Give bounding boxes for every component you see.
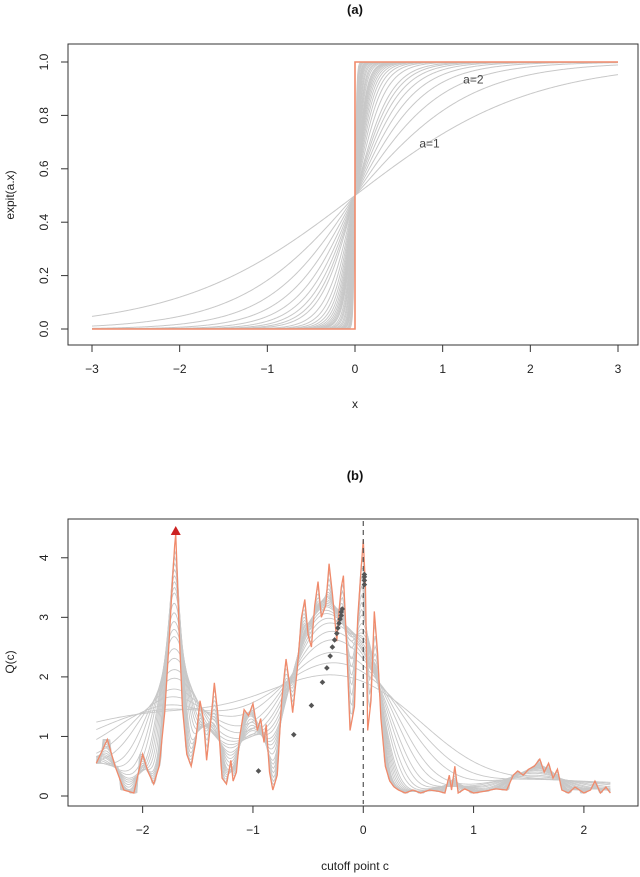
optimum-point bbox=[329, 644, 336, 650]
panel-a: (a) −3 −2 −1 0 1 2 3 0.0 0.2 0.4 0.6 0.8 1.0 x expi… bbox=[3, 2, 639, 411]
y-tick-label: 4 bbox=[37, 554, 51, 561]
x-tick-label: 2 bbox=[581, 823, 588, 837]
annotation-a2: a=2 bbox=[463, 72, 484, 86]
panel-b-curves bbox=[95, 521, 611, 804]
x-tick-label: 2 bbox=[527, 362, 534, 376]
panel-a-curves bbox=[91, 61, 619, 330]
y-tick-label: 0.4 bbox=[37, 214, 51, 231]
x-tick-label: 0 bbox=[360, 823, 367, 837]
step-limit-curve bbox=[92, 61, 618, 330]
maximum-marker bbox=[170, 525, 181, 535]
y-tick-label: 1 bbox=[37, 733, 51, 740]
panel-b-y-label: Q(c) bbox=[3, 650, 17, 673]
x-tick-label: 1 bbox=[439, 362, 446, 376]
y-tick-label: 0.2 bbox=[37, 267, 51, 284]
y-tick-label: 0.6 bbox=[37, 160, 51, 177]
x-tick-label: −2 bbox=[173, 362, 187, 376]
x-tick-label: 1 bbox=[470, 823, 477, 837]
x-tick-label: 3 bbox=[615, 362, 622, 376]
panel-b-title: (b) bbox=[347, 468, 364, 483]
annotation-a1: a=1 bbox=[419, 136, 440, 150]
x-tick-label: 0 bbox=[352, 362, 359, 376]
smoothed-curve-14 bbox=[96, 613, 611, 790]
panel-a-y-axis: 0.0 0.2 0.4 0.6 0.8 1.0 bbox=[37, 53, 69, 337]
optimum-point bbox=[327, 653, 333, 659]
panel-a-x-axis: −3 −2 −1 0 1 2 3 bbox=[85, 344, 622, 376]
panel-b-optimum-points bbox=[170, 525, 368, 774]
smoothed-curve-20 bbox=[96, 662, 611, 784]
optimum-point bbox=[255, 768, 262, 774]
panel-a-y-label: expit(a.x) bbox=[3, 170, 17, 219]
panel-b-x-label: cutoff point c bbox=[321, 859, 389, 873]
optimum-point bbox=[324, 665, 330, 671]
optimum-point bbox=[290, 731, 297, 738]
y-tick-label: 0.8 bbox=[37, 107, 51, 124]
y-tick-label: 2 bbox=[37, 673, 51, 680]
panel-a-x-label: x bbox=[352, 397, 358, 411]
y-tick-label: 0 bbox=[37, 792, 51, 799]
optimum-point bbox=[336, 620, 342, 627]
panel-b-y-axis: 0 1 2 3 4 bbox=[37, 554, 69, 799]
x-tick-label: −3 bbox=[85, 362, 99, 376]
optimum-point bbox=[308, 702, 315, 709]
panel-b-x-axis: −2 −1 0 1 2 bbox=[136, 805, 588, 837]
y-tick-label: 3 bbox=[37, 614, 51, 621]
x-tick-label: −1 bbox=[260, 362, 274, 376]
optimum-point bbox=[337, 616, 343, 622]
optimum-point bbox=[361, 581, 368, 588]
optimum-point bbox=[338, 612, 345, 619]
x-tick-label: −1 bbox=[246, 823, 260, 837]
panel-a-title: (a) bbox=[347, 2, 363, 17]
optimum-point bbox=[335, 625, 341, 631]
panel-b: (b) −2 −1 0 1 2 0 1 2 3 4 cutoff point c Q(c) bbox=[3, 468, 639, 873]
x-tick-label: −2 bbox=[136, 823, 150, 837]
optimum-point bbox=[331, 637, 338, 643]
optimum-point bbox=[361, 571, 368, 578]
optimum-point bbox=[333, 630, 340, 637]
y-tick-label: 1.0 bbox=[37, 53, 51, 70]
optimum-point bbox=[339, 606, 346, 612]
smoothed-curve-0 bbox=[96, 549, 611, 794]
smoothed-curve-19 bbox=[96, 651, 611, 786]
smoothed-curve-21 bbox=[96, 674, 611, 783]
optimum-point bbox=[361, 577, 368, 584]
optimum-point bbox=[319, 679, 326, 686]
hard-threshold-curve bbox=[95, 533, 611, 795]
y-tick-label: 0.0 bbox=[37, 320, 51, 337]
